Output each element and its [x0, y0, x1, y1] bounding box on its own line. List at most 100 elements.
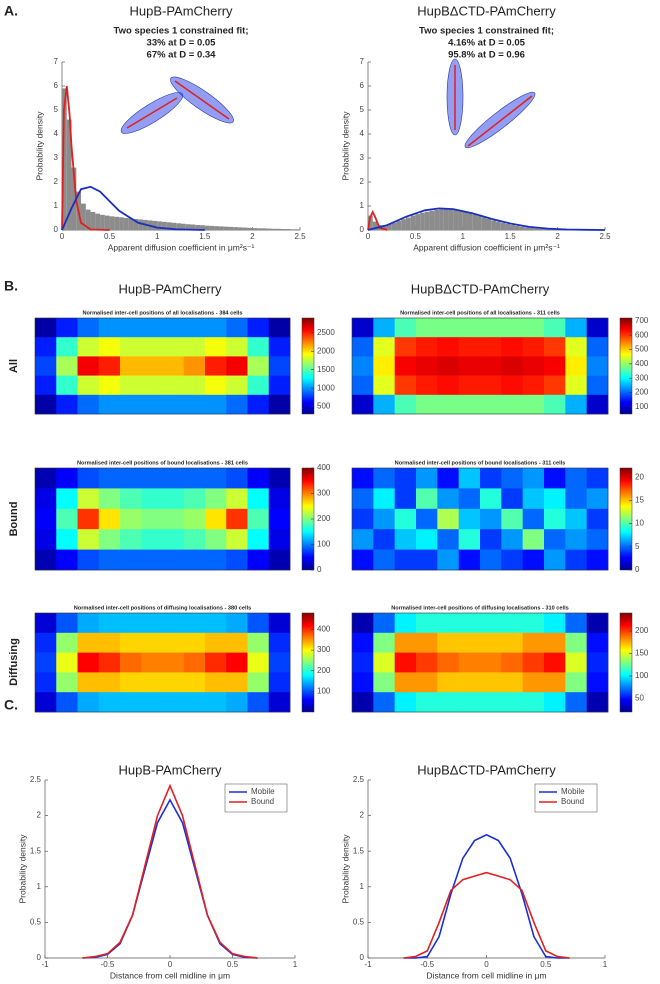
- heatmap-cell: [77, 468, 100, 489]
- heatmap-cell: [416, 356, 438, 376]
- colorbar-tick-label: 5: [635, 542, 640, 551]
- column-title: HupBΔCTD-PAmCherry: [411, 281, 550, 296]
- heatmap-cell: [544, 337, 566, 357]
- heatmap-title: Normalised inter-cell positions of diffu…: [391, 605, 569, 611]
- heatmap-cell: [77, 613, 100, 634]
- heatmap-cell: [565, 488, 587, 510]
- heatmap-cell: [162, 508, 185, 530]
- hist-bar: [228, 226, 234, 230]
- panel-label: B.: [4, 278, 18, 294]
- hist-bar: [401, 219, 406, 230]
- heatmap-cell: [416, 613, 438, 634]
- heatmap-cell: [437, 468, 459, 489]
- heatmap-cell: [247, 613, 270, 634]
- x-tick-label: -0.5: [101, 960, 115, 969]
- heatmap-cell: [183, 632, 206, 653]
- colorbar-tick-label: 100: [317, 540, 331, 549]
- y-axis-label: Probability density: [340, 111, 350, 181]
- heatmap-cell: [544, 468, 566, 489]
- heatmap-cell: [458, 318, 481, 338]
- heatmap-cell: [394, 375, 417, 396]
- heatmap-cell: [226, 468, 248, 489]
- heatmap-cell: [480, 672, 502, 693]
- hist-bar: [166, 222, 172, 230]
- colorbar-tick-label: 400: [317, 463, 331, 472]
- heatmap-cell: [522, 652, 545, 673]
- colorbar: [619, 612, 633, 713]
- hist-bar: [190, 224, 196, 230]
- heatmap-cell: [565, 468, 587, 489]
- heatmap-cell: [586, 337, 609, 357]
- heatmap-cell: [183, 692, 206, 713]
- heatmap-cell: [226, 529, 248, 550]
- heatmap-cell: [352, 318, 374, 338]
- hist-bar: [261, 228, 267, 230]
- heatmap-cell: [352, 508, 374, 530]
- colorbar: [301, 612, 315, 713]
- heatmap-cell: [226, 356, 248, 376]
- hist-bar: [458, 210, 463, 230]
- heatmap-cell: [586, 488, 609, 510]
- y-tick-label: 5: [360, 105, 365, 114]
- heatmap-cell: [501, 488, 523, 510]
- heatmap-cell: [141, 692, 163, 713]
- heatmap-cell: [56, 508, 78, 530]
- colorbar-tick-label: 1000: [317, 383, 335, 392]
- heatmap-cell: [35, 375, 57, 396]
- x-tick-label: 0.5: [410, 232, 422, 241]
- hist-bar: [104, 215, 110, 230]
- heatmap-cell: [247, 337, 270, 357]
- heatmap-cell: [35, 337, 57, 357]
- heatmap-cell: [586, 356, 609, 376]
- x-tick-label: 0.5: [540, 960, 552, 969]
- heatmap-cell: [416, 375, 438, 396]
- heatmap-cell: [77, 488, 100, 510]
- heatmap-cell: [120, 652, 142, 673]
- hist-bar: [372, 221, 378, 230]
- heatmap-cell: [373, 652, 395, 673]
- heatmap-cell: [205, 394, 227, 415]
- heatmap-cell: [544, 652, 566, 673]
- colorbar-tick-label: 700: [635, 316, 649, 325]
- heatmap-cell: [183, 356, 206, 376]
- x-axis-label: Distance from cell midline in μm: [426, 970, 546, 980]
- heatmap-cell: [544, 318, 566, 338]
- hist-bar: [128, 218, 134, 230]
- heatmap-title: Normalised inter-cell positions of all l…: [400, 310, 560, 316]
- heatmap-cell: [480, 508, 502, 530]
- chart-subtitle: 95.8% at D = 0.96: [448, 50, 525, 61]
- x-tick-label: 2: [555, 232, 560, 241]
- colorbar-tick-label: 20: [635, 472, 644, 481]
- heatmap-frame: [34, 612, 291, 713]
- heatmap-cell: [544, 394, 566, 415]
- colorbar-tick-label: 200: [317, 514, 331, 523]
- colorbar-tick-label: 400: [317, 625, 331, 634]
- hist-bar: [161, 221, 167, 230]
- heatmap-cell: [565, 672, 587, 693]
- hist-bar: [477, 216, 482, 230]
- hist-bar: [548, 229, 553, 230]
- fit-curve: [61, 185, 205, 231]
- heatmap-cell: [480, 318, 502, 338]
- heatmap-cell: [35, 652, 57, 673]
- heatmap-cell: [586, 652, 609, 673]
- heatmap-cell: [268, 508, 291, 530]
- heatmap-cell: [162, 488, 185, 510]
- heatmap-cell: [226, 672, 248, 693]
- heatmap-cell: [394, 337, 417, 357]
- y-tick-label: 4: [54, 129, 59, 138]
- heatmap-cell: [56, 356, 78, 376]
- heatmap-cell: [480, 692, 502, 713]
- heatmap-cell: [501, 394, 523, 415]
- heatmap-cell: [352, 375, 374, 396]
- heatmap-cell: [544, 632, 566, 653]
- hist-bar: [123, 218, 129, 230]
- y-tick-label: 1: [54, 201, 59, 210]
- heatmap-cell: [501, 356, 523, 376]
- heatmap-cell: [352, 356, 374, 376]
- legend-box: [224, 783, 288, 813]
- heatmap-cell: [98, 549, 121, 571]
- y-tick-label: 0: [360, 953, 365, 962]
- x-tick-label: -1: [364, 960, 372, 969]
- y-tick-label: 0.5: [30, 918, 42, 927]
